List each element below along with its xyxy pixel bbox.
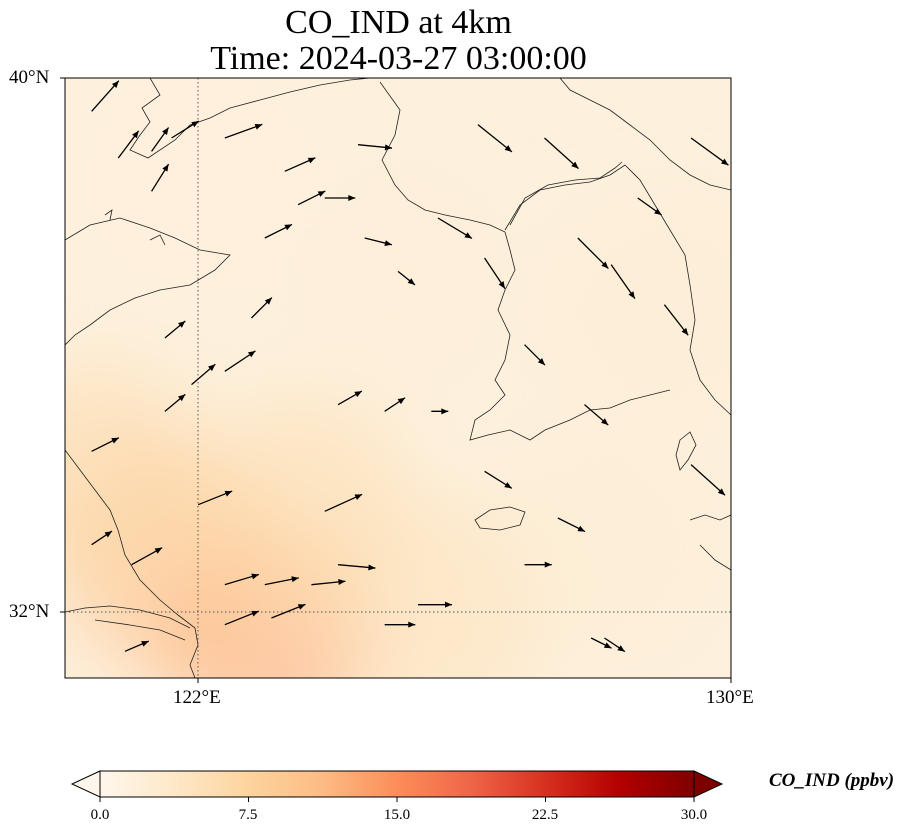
coastline-north-korea-border	[509, 161, 623, 226]
wind-arrow	[384, 621, 416, 628]
wind-arrow	[524, 344, 546, 366]
map-frame	[64, 77, 732, 679]
colorbar-extend-min	[70, 770, 101, 798]
wind-arrow	[544, 137, 579, 170]
wind-arrow	[124, 640, 149, 652]
wind-arrow	[224, 610, 260, 626]
wind-arrow	[171, 120, 200, 139]
coastline-jiangsu	[65, 449, 199, 678]
wind-arrow	[484, 257, 506, 289]
wind-arrow	[151, 163, 170, 192]
wind-arrow	[271, 603, 306, 619]
wind-arrow	[224, 350, 256, 372]
coastline-tsushima	[675, 431, 697, 471]
wind-arrow	[524, 561, 552, 568]
wind-arrow	[131, 547, 163, 566]
wind-arrow	[224, 573, 260, 586]
wind-arrow	[91, 437, 120, 452]
wind-arrow	[251, 297, 273, 319]
wind-arrow	[357, 144, 393, 151]
wind-arrow	[590, 637, 612, 649]
wind-arrow	[151, 127, 170, 152]
wind-arrow	[191, 363, 216, 386]
chart-subtitle: Time: 2024-03-27 03:00:00	[210, 40, 587, 77]
wind-arrow	[397, 270, 416, 286]
wind-arrow	[477, 124, 513, 153]
coastline-korea-west	[379, 81, 671, 441]
wind-arrow	[224, 123, 263, 139]
wind-arrow	[197, 490, 233, 506]
colorbar-tick-label: 22.5	[531, 807, 559, 823]
field-cell	[321, 501, 542, 678]
wind-arrow	[417, 601, 452, 608]
field-cell	[65, 368, 209, 588]
coastline-bohai-islands	[104, 209, 166, 246]
lon-label-122: 122°E	[173, 687, 221, 708]
colorbar-tick-label: 0.0	[90, 807, 110, 823]
lon-label-130: 130°E	[706, 687, 754, 708]
colorbar-label: CO_IND (ppbv)	[769, 770, 895, 791]
wind-arrow	[324, 195, 356, 201]
wind-arrow	[164, 393, 186, 412]
colorbar-extend-max	[693, 770, 724, 798]
wind-arrow	[663, 304, 689, 336]
coastline-liaodong	[129, 78, 371, 159]
coastline-korea-east	[504, 164, 731, 416]
lat-label-32: 32°N	[9, 601, 50, 622]
coastline-north	[559, 78, 731, 191]
wind-arrow	[431, 408, 449, 415]
wind-vectors	[91, 80, 729, 653]
wind-arrow	[324, 493, 363, 512]
wind-arrow	[584, 404, 609, 426]
wind-arrow	[264, 576, 299, 586]
wind-arrow	[91, 530, 113, 546]
coastlines	[65, 78, 731, 678]
coastline-kyushu	[689, 514, 731, 571]
wind-arrow	[604, 637, 626, 653]
wind-arrow	[284, 157, 316, 172]
field-cell	[554, 201, 731, 422]
wind-arrow	[311, 578, 346, 586]
colorbar	[70, 770, 724, 802]
wind-arrow	[637, 197, 662, 216]
colorbar-tick-label: 15.0	[383, 807, 411, 823]
wind-arrow	[437, 217, 473, 239]
coastline-yangtze	[65, 605, 191, 641]
wind-arrow	[384, 397, 406, 412]
colorbar-tick-label: 7.5	[238, 807, 258, 823]
field-cell	[288, 168, 508, 388]
wind-arrow	[338, 564, 376, 571]
wind-arrow	[91, 80, 120, 112]
wind-arrow	[577, 237, 609, 270]
wind-arrow	[610, 264, 636, 300]
field-cell	[487, 434, 708, 655]
lat-label-40: 40°N	[9, 67, 50, 88]
wind-arrow	[690, 137, 729, 166]
chart-title: CO_IND at 4km	[285, 4, 512, 41]
wind-arrow	[117, 130, 140, 159]
wind-arrow	[364, 237, 393, 247]
wind-arrow	[264, 223, 293, 239]
wind-arrow	[164, 320, 186, 339]
wind-arrow	[557, 517, 586, 533]
coastline-shandong	[65, 217, 231, 346]
wind-arrow	[297, 190, 326, 206]
wind-arrow	[484, 470, 513, 489]
map-area	[65, 78, 731, 678]
wind-arrow	[337, 390, 363, 406]
concentration-field	[65, 78, 731, 678]
colorbar-ticks	[99, 797, 695, 802]
colorbar-tick-label: 30.0	[680, 807, 708, 823]
coastline-jeju	[474, 506, 526, 531]
wind-arrow	[690, 464, 726, 496]
colorbar-gradient	[100, 771, 694, 797]
